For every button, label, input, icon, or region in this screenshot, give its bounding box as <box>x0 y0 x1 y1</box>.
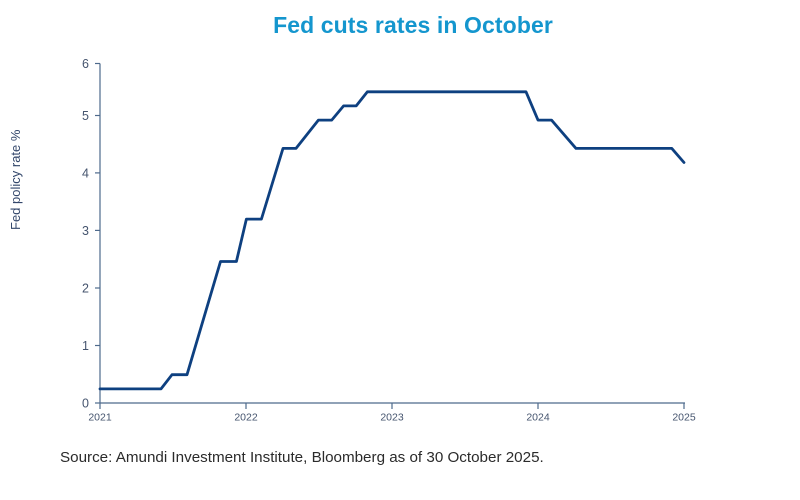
svg-text:6: 6 <box>82 57 89 71</box>
svg-text:4: 4 <box>82 166 89 180</box>
svg-text:3: 3 <box>82 224 89 238</box>
svg-text:0: 0 <box>82 397 89 411</box>
svg-text:2024: 2024 <box>526 412 550 424</box>
svg-text:5: 5 <box>82 109 89 123</box>
svg-text:2: 2 <box>82 282 89 296</box>
svg-text:2025: 2025 <box>672 412 696 424</box>
svg-text:2022: 2022 <box>234 412 258 424</box>
svg-text:1: 1 <box>82 339 89 353</box>
svg-text:2023: 2023 <box>380 412 404 424</box>
svg-text:2021: 2021 <box>88 412 112 424</box>
